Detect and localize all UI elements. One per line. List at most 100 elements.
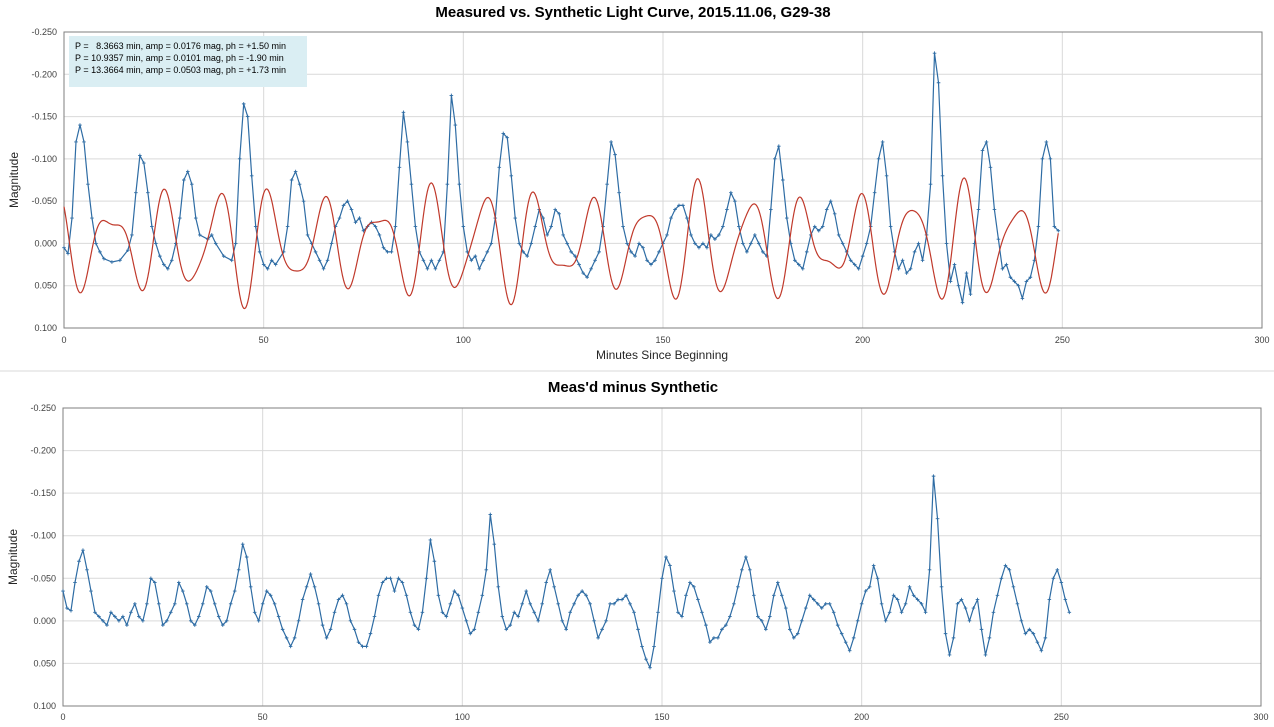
data-point-marker bbox=[212, 602, 217, 606]
data-point-marker bbox=[90, 216, 94, 220]
data-point-marker bbox=[481, 258, 486, 263]
data-point-marker bbox=[836, 233, 841, 237]
data-point-marker bbox=[165, 619, 169, 623]
y-tick-label: 0.050 bbox=[34, 281, 57, 291]
x-tick-label: 50 bbox=[259, 335, 269, 345]
data-point-marker bbox=[936, 80, 941, 85]
data-point-marker bbox=[608, 602, 612, 606]
data-point-marker bbox=[269, 258, 274, 263]
data-point-marker bbox=[764, 627, 768, 632]
data-point-marker bbox=[576, 593, 580, 598]
x-tick-label: 0 bbox=[60, 712, 65, 722]
data-point-marker bbox=[557, 212, 561, 216]
data-point-marker bbox=[74, 140, 78, 144]
data-point-marker bbox=[960, 300, 965, 305]
data-point-marker bbox=[256, 619, 261, 623]
data-point-marker bbox=[257, 250, 262, 254]
data-point-marker bbox=[488, 512, 493, 517]
data-point-marker bbox=[573, 254, 577, 258]
data-point-marker bbox=[380, 580, 385, 585]
data-point-marker bbox=[456, 593, 461, 598]
data-point-marker bbox=[1052, 224, 1057, 229]
data-point-marker bbox=[149, 576, 153, 581]
chart2-x-tick-labels: 0 50 100 150 200 250 300 bbox=[60, 712, 1268, 722]
data-point-marker bbox=[752, 593, 756, 598]
data-point-marker bbox=[688, 580, 692, 585]
data-point-marker bbox=[600, 627, 604, 632]
residual-chart: Meas'd minus Synthetic -0.250 -0.200 -0.15… bbox=[6, 379, 1269, 722]
data-point-marker bbox=[549, 224, 553, 229]
data-point-marker bbox=[1059, 580, 1064, 585]
data-point-marker bbox=[497, 165, 502, 170]
data-point-marker bbox=[783, 606, 788, 610]
data-point-marker bbox=[137, 614, 141, 619]
y-tick-label: -0.100 bbox=[31, 154, 57, 164]
data-point-marker bbox=[509, 173, 514, 178]
data-point-marker bbox=[420, 610, 425, 615]
data-point-marker bbox=[157, 602, 161, 606]
data-point-marker bbox=[628, 602, 632, 606]
data-point-marker bbox=[712, 636, 716, 640]
data-point-marker bbox=[612, 602, 616, 606]
data-point-marker bbox=[1063, 597, 1068, 602]
chart2-y-axis-title: Magnitude bbox=[6, 529, 20, 585]
data-point-marker bbox=[721, 224, 725, 229]
data-point-marker bbox=[923, 610, 928, 615]
data-point-marker bbox=[967, 619, 972, 623]
data-point-marker bbox=[372, 614, 377, 619]
data-point-marker bbox=[959, 597, 964, 602]
data-point-marker bbox=[568, 610, 572, 615]
data-point-marker bbox=[368, 631, 373, 636]
data-point-marker bbox=[736, 585, 740, 589]
data-point-marker bbox=[196, 614, 201, 619]
data-point-marker bbox=[392, 589, 397, 593]
data-point-marker bbox=[625, 241, 629, 246]
data-point-marker bbox=[1016, 283, 1021, 288]
measured-series-line bbox=[62, 475, 1070, 669]
data-point-marker bbox=[1028, 275, 1033, 280]
data-point-marker bbox=[911, 593, 916, 598]
data-point-marker bbox=[85, 567, 89, 572]
data-point-marker bbox=[616, 597, 620, 602]
data-point-marker bbox=[213, 241, 218, 246]
data-point-marker bbox=[768, 614, 772, 619]
y-tick-label: -0.250 bbox=[31, 27, 57, 37]
data-point-marker bbox=[799, 619, 804, 623]
data-point-marker bbox=[313, 250, 318, 254]
data-point-marker bbox=[859, 602, 864, 606]
data-point-marker bbox=[184, 602, 189, 606]
data-point-marker bbox=[621, 224, 625, 229]
measured-vs-synthetic-chart: Measured vs. Synthetic Light Curve, 2015… bbox=[7, 4, 1270, 362]
data-point-marker bbox=[592, 619, 596, 623]
data-point-marker bbox=[404, 593, 409, 598]
data-point-marker bbox=[653, 258, 657, 263]
data-point-marker bbox=[289, 178, 294, 182]
chart2-series-group bbox=[61, 474, 1072, 670]
data-point-marker bbox=[641, 245, 645, 250]
data-point-marker bbox=[524, 589, 529, 593]
data-point-marker bbox=[1020, 296, 1025, 301]
data-point-marker bbox=[154, 241, 158, 246]
data-point-marker bbox=[264, 589, 269, 593]
data-point-marker bbox=[955, 602, 960, 606]
data-point-marker bbox=[553, 207, 557, 212]
chart2-gridlines bbox=[62, 407, 1262, 707]
data-point-marker bbox=[640, 644, 644, 649]
data-point-marker bbox=[421, 258, 426, 263]
data-point-marker bbox=[337, 216, 342, 220]
data-point-marker bbox=[521, 250, 526, 254]
x-tick-label: 0 bbox=[61, 335, 66, 345]
data-point-marker bbox=[772, 593, 776, 598]
x-tick-label: 50 bbox=[258, 712, 268, 722]
data-point-marker bbox=[384, 576, 389, 581]
data-point-marker bbox=[134, 190, 138, 195]
data-point-marker bbox=[577, 262, 581, 267]
data-point-marker bbox=[700, 610, 704, 615]
data-point-marker bbox=[1048, 157, 1053, 161]
data-point-marker bbox=[777, 144, 781, 148]
data-point-marker bbox=[228, 602, 233, 606]
data-point-marker bbox=[449, 93, 454, 98]
data-point-marker bbox=[360, 644, 365, 649]
data-point-marker bbox=[425, 267, 430, 271]
data-point-marker bbox=[170, 258, 174, 263]
